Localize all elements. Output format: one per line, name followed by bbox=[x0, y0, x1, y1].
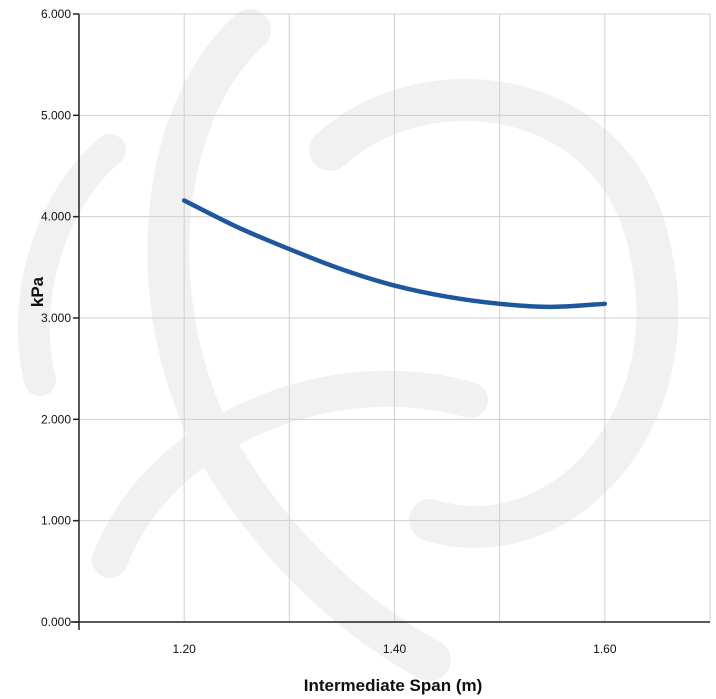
watermark-logo bbox=[17, 9, 679, 681]
y-tick-label: 4.000 bbox=[41, 210, 71, 224]
x-tick-label: 1.40 bbox=[383, 642, 407, 656]
x-axis-title: Intermediate Span (m) bbox=[304, 676, 483, 695]
data-series bbox=[181, 198, 608, 310]
y-tick-label: 1.000 bbox=[41, 514, 71, 528]
grid-lines bbox=[79, 13, 711, 622]
x-tick-label: 1.60 bbox=[593, 642, 617, 656]
series-line bbox=[181, 198, 608, 310]
x-tick-label: 1.20 bbox=[172, 642, 196, 656]
y-tick-label: 6.000 bbox=[41, 7, 71, 21]
y-axis-title: kPa bbox=[28, 276, 47, 307]
watermark-stroke bbox=[92, 370, 488, 578]
y-tick-label: 5.000 bbox=[41, 108, 71, 122]
y-tick-label: 2.000 bbox=[41, 412, 71, 426]
watermark-stroke bbox=[309, 79, 679, 548]
y-tick-label: 3.000 bbox=[41, 311, 71, 325]
watermark-stroke bbox=[17, 134, 126, 396]
axes bbox=[71, 13, 710, 630]
tick-labels: 0.000 1.000 2.000 3.000 4.000 5.000 6.000 1.20 1… bbox=[41, 7, 617, 656]
y-tick-label: 0.000 bbox=[41, 615, 71, 629]
